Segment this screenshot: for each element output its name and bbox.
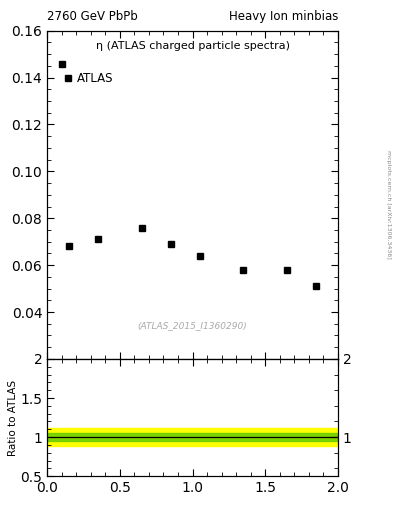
- Text: 2760 GeV PbPb: 2760 GeV PbPb: [47, 10, 138, 23]
- Y-axis label: Ratio to ATLAS: Ratio to ATLAS: [7, 379, 18, 456]
- Text: Heavy Ion minbias: Heavy Ion minbias: [229, 10, 338, 23]
- Legend: ATLAS: ATLAS: [62, 70, 116, 87]
- Text: mcplots.cern.ch [arXiv:1306.3436]: mcplots.cern.ch [arXiv:1306.3436]: [386, 151, 391, 259]
- Text: η (ATLAS charged particle spectra): η (ATLAS charged particle spectra): [95, 40, 290, 51]
- Text: (ATLAS_2015_I1360290): (ATLAS_2015_I1360290): [138, 322, 248, 331]
